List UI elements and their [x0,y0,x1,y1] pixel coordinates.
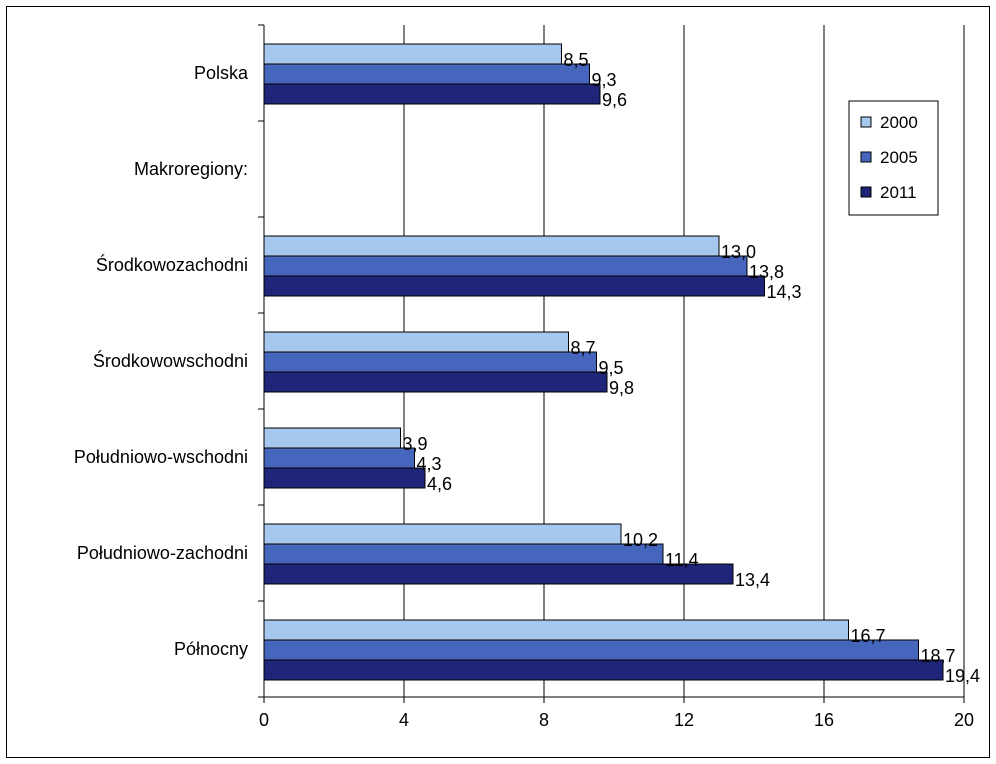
bar [263,447,415,469]
legend-label-2000: 2000 [880,113,918,132]
bars [263,43,944,681]
bar [263,563,734,585]
bar [263,639,919,661]
axes [258,24,965,703]
data-label: 8,5 [564,50,589,70]
data-label: 13,0 [721,242,756,262]
bar [263,371,608,393]
category-label: Środkowozachodni [96,254,248,275]
data-label: 9,3 [592,70,617,90]
bar [263,83,601,105]
category-label: Południowo-wschodni [74,447,248,467]
legend-label-2005: 2005 [880,148,918,167]
data-label: 10,2 [623,530,658,550]
data-label: 16,7 [851,626,886,646]
data-label: 8,7 [571,338,596,358]
legend-swatch-2000 [860,116,872,128]
category-label: Polska [194,63,249,83]
x-tick-label: 20 [954,710,974,730]
data-label: 4,6 [427,474,452,494]
data-label: 4,3 [417,454,442,474]
labels: 0 4 8 12 16 20 Polska 8,59,39,6 Makroregiony: Śro… [74,50,980,730]
bar [263,659,944,681]
bar [263,467,426,489]
category-label: Południowo-zachodni [77,543,248,563]
data-label: 9,5 [599,358,624,378]
bar [263,43,562,65]
x-tick-label: 8 [539,710,549,730]
data-label: 3,9 [403,434,428,454]
data-label: 9,6 [602,90,627,110]
legend-swatch-2011 [860,186,872,198]
legend-label-2011: 2011 [880,183,917,202]
bar [263,619,849,641]
x-tick-label: 0 [259,710,269,730]
data-label: 11,4 [665,550,699,570]
x-tick-label: 4 [399,710,409,730]
data-label: 18,7 [921,646,956,666]
x-tick-label: 12 [674,710,694,730]
data-label: 14,3 [767,282,802,302]
legend-swatch-2005 [860,151,872,163]
gridlines [403,25,965,697]
bar [263,275,765,297]
x-tick-label: 16 [814,710,834,730]
bar [263,63,590,85]
category-label: Północny [174,639,248,659]
bar [263,543,664,565]
data-label: 9,8 [609,378,634,398]
bar [263,235,720,257]
data-label: 13,4 [735,570,770,590]
bar [263,427,401,449]
bar [263,351,597,373]
data-label: 13,8 [749,262,784,282]
bar [263,523,622,545]
bar [263,255,748,277]
category-label: Makroregiony: [134,159,248,179]
category-label: Środkowowschodni [93,350,248,371]
legend: 2000 2005 2011 [848,100,939,216]
chart-frame [6,6,990,758]
bar [263,331,569,353]
data-label: 19,4 [945,666,980,686]
